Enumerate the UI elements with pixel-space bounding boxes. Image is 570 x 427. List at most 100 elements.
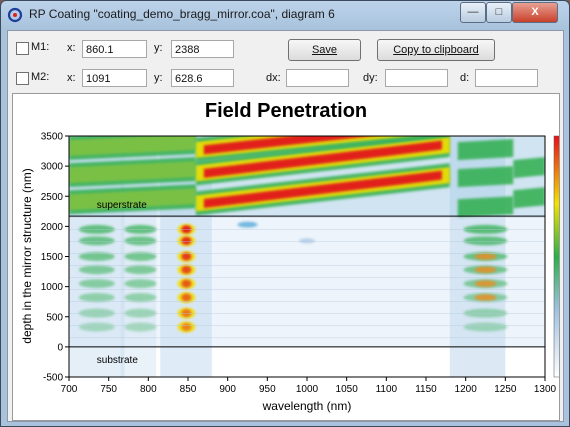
dy-field[interactable]	[385, 69, 448, 87]
dy-label: dy:	[363, 72, 378, 84]
window-title: RP Coating "coating_demo_bragg_mirror.co…	[29, 7, 335, 21]
field-hotspot	[124, 279, 157, 289]
fringe-stripe	[69, 161, 196, 184]
x-tick-label: 950	[259, 384, 276, 395]
x-tick-label: 1300	[534, 384, 557, 395]
y-axis-label: depth in the mirror structure (nm)	[20, 168, 34, 343]
annotation-substrate: substrate	[97, 355, 139, 366]
annotation-superstrate: superstrate	[97, 200, 147, 211]
m1-x-label: x:	[67, 42, 76, 54]
field-hotspot	[124, 252, 157, 261]
field-hotspot	[181, 279, 192, 288]
y-tick-label: 2000	[41, 222, 64, 233]
d-label: d:	[460, 72, 470, 84]
save-button[interactable]: Save	[288, 39, 361, 61]
field-hotspot	[124, 322, 157, 332]
maximize-button[interactable]: □	[486, 2, 512, 23]
field-hotspot	[78, 236, 115, 246]
field-hotspot	[181, 322, 192, 331]
x-tick-label: 1000	[296, 384, 319, 395]
field-hotspot	[463, 308, 508, 318]
field-hotspot	[78, 279, 115, 289]
copy-to-clipboard-button[interactable]: Copy to clipboard	[377, 39, 495, 61]
field-hotspot	[78, 252, 115, 261]
y-tick-label: 1000	[41, 282, 64, 293]
m2-x-label: x:	[67, 72, 76, 84]
field-hotspot	[463, 322, 508, 332]
fringe-stripe	[513, 157, 545, 179]
fringe-stripe	[513, 187, 545, 209]
field-hotspot	[78, 265, 115, 275]
y-tick-label: 0	[57, 342, 63, 353]
field-hotspot	[474, 266, 497, 273]
m2-y-label: y:	[154, 72, 163, 84]
field-hotspot	[181, 265, 192, 274]
field-hotspot	[181, 309, 192, 318]
field-hotspot	[463, 236, 508, 246]
chart-panel[interactable]: Field Penetration supe	[12, 93, 560, 421]
x-tick-label: 700	[61, 384, 78, 395]
field-hotspot	[78, 292, 115, 302]
y-tick-label: 3500	[41, 132, 64, 143]
m1-x-field[interactable]: 860.1	[82, 40, 147, 58]
m1-checkbox[interactable]	[16, 42, 29, 55]
y-tick-label: -500	[43, 373, 63, 384]
field-penetration-chart[interactable]: superstrate substrate 700 750 800 850 900 950…	[13, 94, 559, 420]
x-tick-label: 750	[100, 384, 117, 395]
y-tick-label: 2500	[41, 192, 64, 203]
fringe-stripe	[69, 136, 196, 157]
d-field[interactable]	[475, 69, 538, 87]
app-icon	[7, 7, 23, 23]
colorbar	[553, 135, 559, 378]
minimize-button[interactable]: —	[460, 2, 486, 23]
x-tick-label: 1050	[336, 384, 359, 395]
fringe-stripe	[203, 136, 373, 155]
field-hotspot	[299, 238, 315, 244]
fringe-stripe	[69, 188, 196, 211]
chart-title: Field Penetration	[204, 100, 368, 122]
fringe-stripe	[457, 196, 514, 218]
m1-label: M1:	[31, 41, 50, 53]
field-hotspot	[78, 308, 115, 318]
x-axis-label: wavelength (nm)	[262, 399, 352, 413]
y-axis-ticks: -500 0 500 1000 1500 2000 2500 3000 3500	[41, 132, 69, 384]
field-hotspot	[237, 221, 258, 228]
field-hotspot	[181, 252, 192, 261]
field-hotspot	[124, 292, 157, 302]
fringe-stripe	[457, 139, 514, 161]
x-tick-label: 800	[140, 384, 157, 395]
m1-y-label: y:	[154, 42, 163, 54]
m2-label: M2:	[31, 71, 50, 83]
x-tick-label: 1100	[376, 384, 398, 395]
field-hotspot	[124, 236, 157, 246]
client-area: M1: x: 860.1 y: 2388 Save Copy to clipbo…	[7, 30, 564, 422]
m2-y-field[interactable]: 628.6	[171, 69, 234, 87]
field-hotspot	[474, 280, 497, 287]
m2-checkbox[interactable]	[16, 72, 29, 85]
y-tick-label: 1500	[41, 252, 64, 263]
x-tick-label: 850	[180, 384, 197, 395]
fringe-stripe	[457, 166, 514, 188]
dx-field[interactable]	[286, 69, 349, 87]
fringe-stripe	[203, 170, 442, 208]
title-bar[interactable]: RP Coating "coating_demo_bragg_mirror.co…	[1, 1, 569, 29]
y-tick-label: 3000	[41, 162, 64, 173]
field-hotspot	[124, 265, 157, 275]
field-hotspot	[474, 253, 497, 260]
m2-x-field[interactable]: 1091	[82, 69, 147, 87]
x-axis-ticks: 700 750 800 850 900 950 1000 1050 1100 1150 1200 12…	[61, 377, 557, 395]
field-map	[69, 136, 545, 377]
x-tick-label: 1200	[455, 384, 478, 395]
dx-label: dx:	[266, 72, 281, 84]
x-tick-label: 1150	[415, 384, 437, 395]
close-button[interactable]: X	[512, 2, 558, 23]
field-hotspot	[124, 308, 157, 318]
field-hotspot	[181, 293, 192, 302]
m1-y-field[interactable]: 2388	[171, 40, 234, 58]
field-hotspot	[474, 294, 497, 301]
field-hotspot	[181, 236, 192, 245]
y-tick-label: 500	[46, 312, 63, 323]
x-tick-label: 1250	[494, 384, 517, 395]
fringe-stripe	[203, 140, 442, 178]
